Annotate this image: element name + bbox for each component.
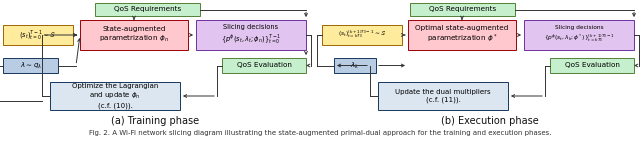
Text: QoS Requirements: QoS Requirements [429,6,496,13]
Text: Slicing decisions
$\{p^\phi(s_t, \lambda_t; \phi_n)\}_{t=0}^{T-1}$: Slicing decisions $\{p^\phi(s_t, \lambda… [221,24,281,46]
FancyBboxPatch shape [322,25,402,45]
FancyBboxPatch shape [196,20,306,50]
Text: QoS Evaluation: QoS Evaluation [564,62,620,69]
FancyBboxPatch shape [95,3,200,16]
Text: Fig. 2. A Wi-Fi network slicing diagram illustrating the state-augmented primal-: Fig. 2. A Wi-Fi network slicing diagram … [89,130,551,136]
Text: Update the dual multipliers
(c.f. (11)).: Update the dual multipliers (c.f. (11)). [395,89,491,103]
Text: (b) Execution phase: (b) Execution phase [441,116,539,126]
FancyBboxPatch shape [3,58,58,73]
FancyBboxPatch shape [378,82,508,110]
Text: QoS Requirements: QoS Requirements [114,6,181,13]
Text: Slicing decisions
$\{p^\phi(s_t, \lambda_k; \phi^*)\}_{t=kT_0}^{(k+1)T_0-1}$: Slicing decisions $\{p^\phi(s_t, \lambda… [543,25,614,45]
FancyBboxPatch shape [550,58,634,73]
Text: State-augmented
parametrization $\phi_n$: State-augmented parametrization $\phi_n$ [99,26,169,44]
FancyBboxPatch shape [50,82,180,110]
Text: $(s_t)_{t=kT_0}^{(k+1)T_0-1} \sim \mathcal{S}$: $(s_t)_{t=kT_0}^{(k+1)T_0-1} \sim \mathc… [338,29,386,41]
FancyBboxPatch shape [3,25,73,45]
FancyBboxPatch shape [222,58,306,73]
FancyBboxPatch shape [334,58,376,73]
Text: $(s_t)_{t=0}^{T-1} \sim \mathcal{S}$: $(s_t)_{t=0}^{T-1} \sim \mathcal{S}$ [19,28,56,42]
FancyBboxPatch shape [80,20,188,50]
FancyBboxPatch shape [410,3,515,16]
Text: QoS Evaluation: QoS Evaluation [237,62,291,69]
FancyBboxPatch shape [524,20,634,50]
Text: $\lambda \sim q_\lambda$: $\lambda \sim q_\lambda$ [20,60,42,71]
FancyBboxPatch shape [408,20,516,50]
Text: Optimize the Lagrangian
and update $\phi_n$
(c.f. (10)).: Optimize the Lagrangian and update $\phi… [72,83,158,109]
Text: (a) Training phase: (a) Training phase [111,116,199,126]
Text: $\lambda_k$: $\lambda_k$ [350,60,360,71]
Text: Optimal state-augmented
parametrization $\phi^*$: Optimal state-augmented parametrization … [415,24,509,46]
